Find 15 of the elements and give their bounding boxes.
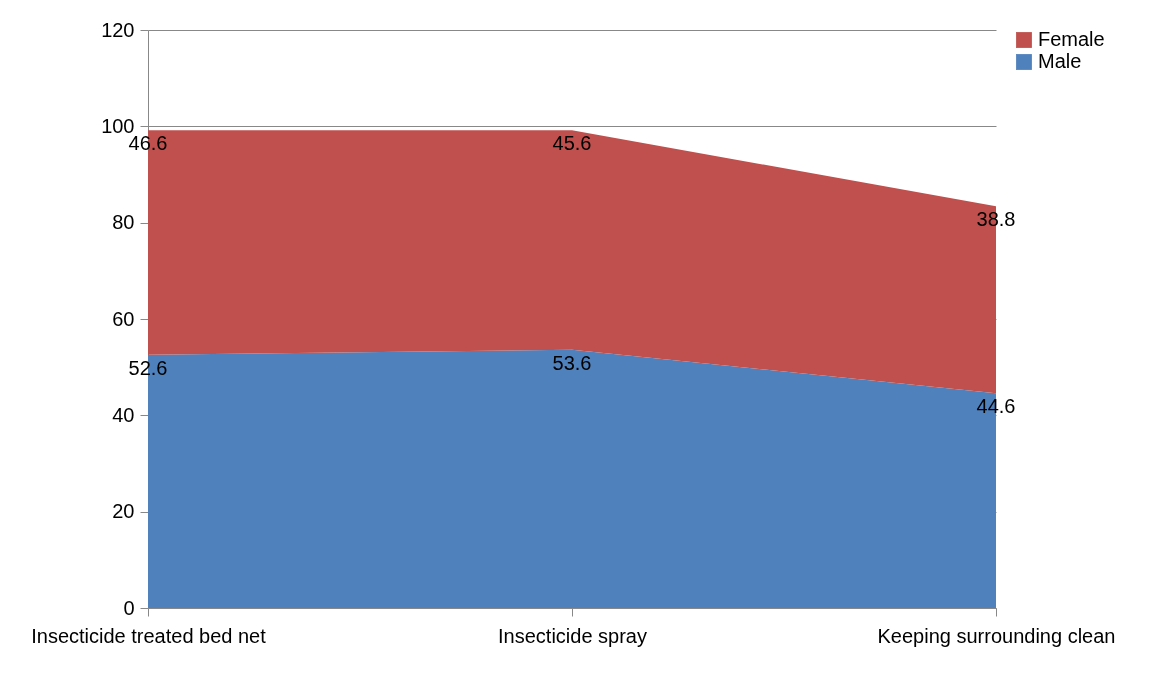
x-tick-label: Insecticide spray: [498, 624, 647, 647]
x-tick-label: Keeping surrounding clean: [877, 624, 1116, 647]
data-label: 44.6: [976, 395, 1016, 418]
data-label: 52.6: [128, 356, 168, 379]
legend-label: Female: [1038, 28, 1105, 50]
data-label: 45.6: [552, 132, 592, 155]
y-tick-label: 40: [112, 403, 135, 426]
y-tick-label: 80: [112, 211, 135, 234]
data-label: 53.6: [552, 351, 592, 374]
legend-label: Male: [1038, 50, 1082, 72]
y-tick-label: 120: [101, 18, 135, 41]
y-tick-label: 60: [112, 307, 135, 330]
y-tick-label: 0: [123, 596, 135, 619]
y-tick-label: 20: [112, 500, 135, 523]
x-tick-label: Insecticide treated bed net: [31, 624, 267, 647]
